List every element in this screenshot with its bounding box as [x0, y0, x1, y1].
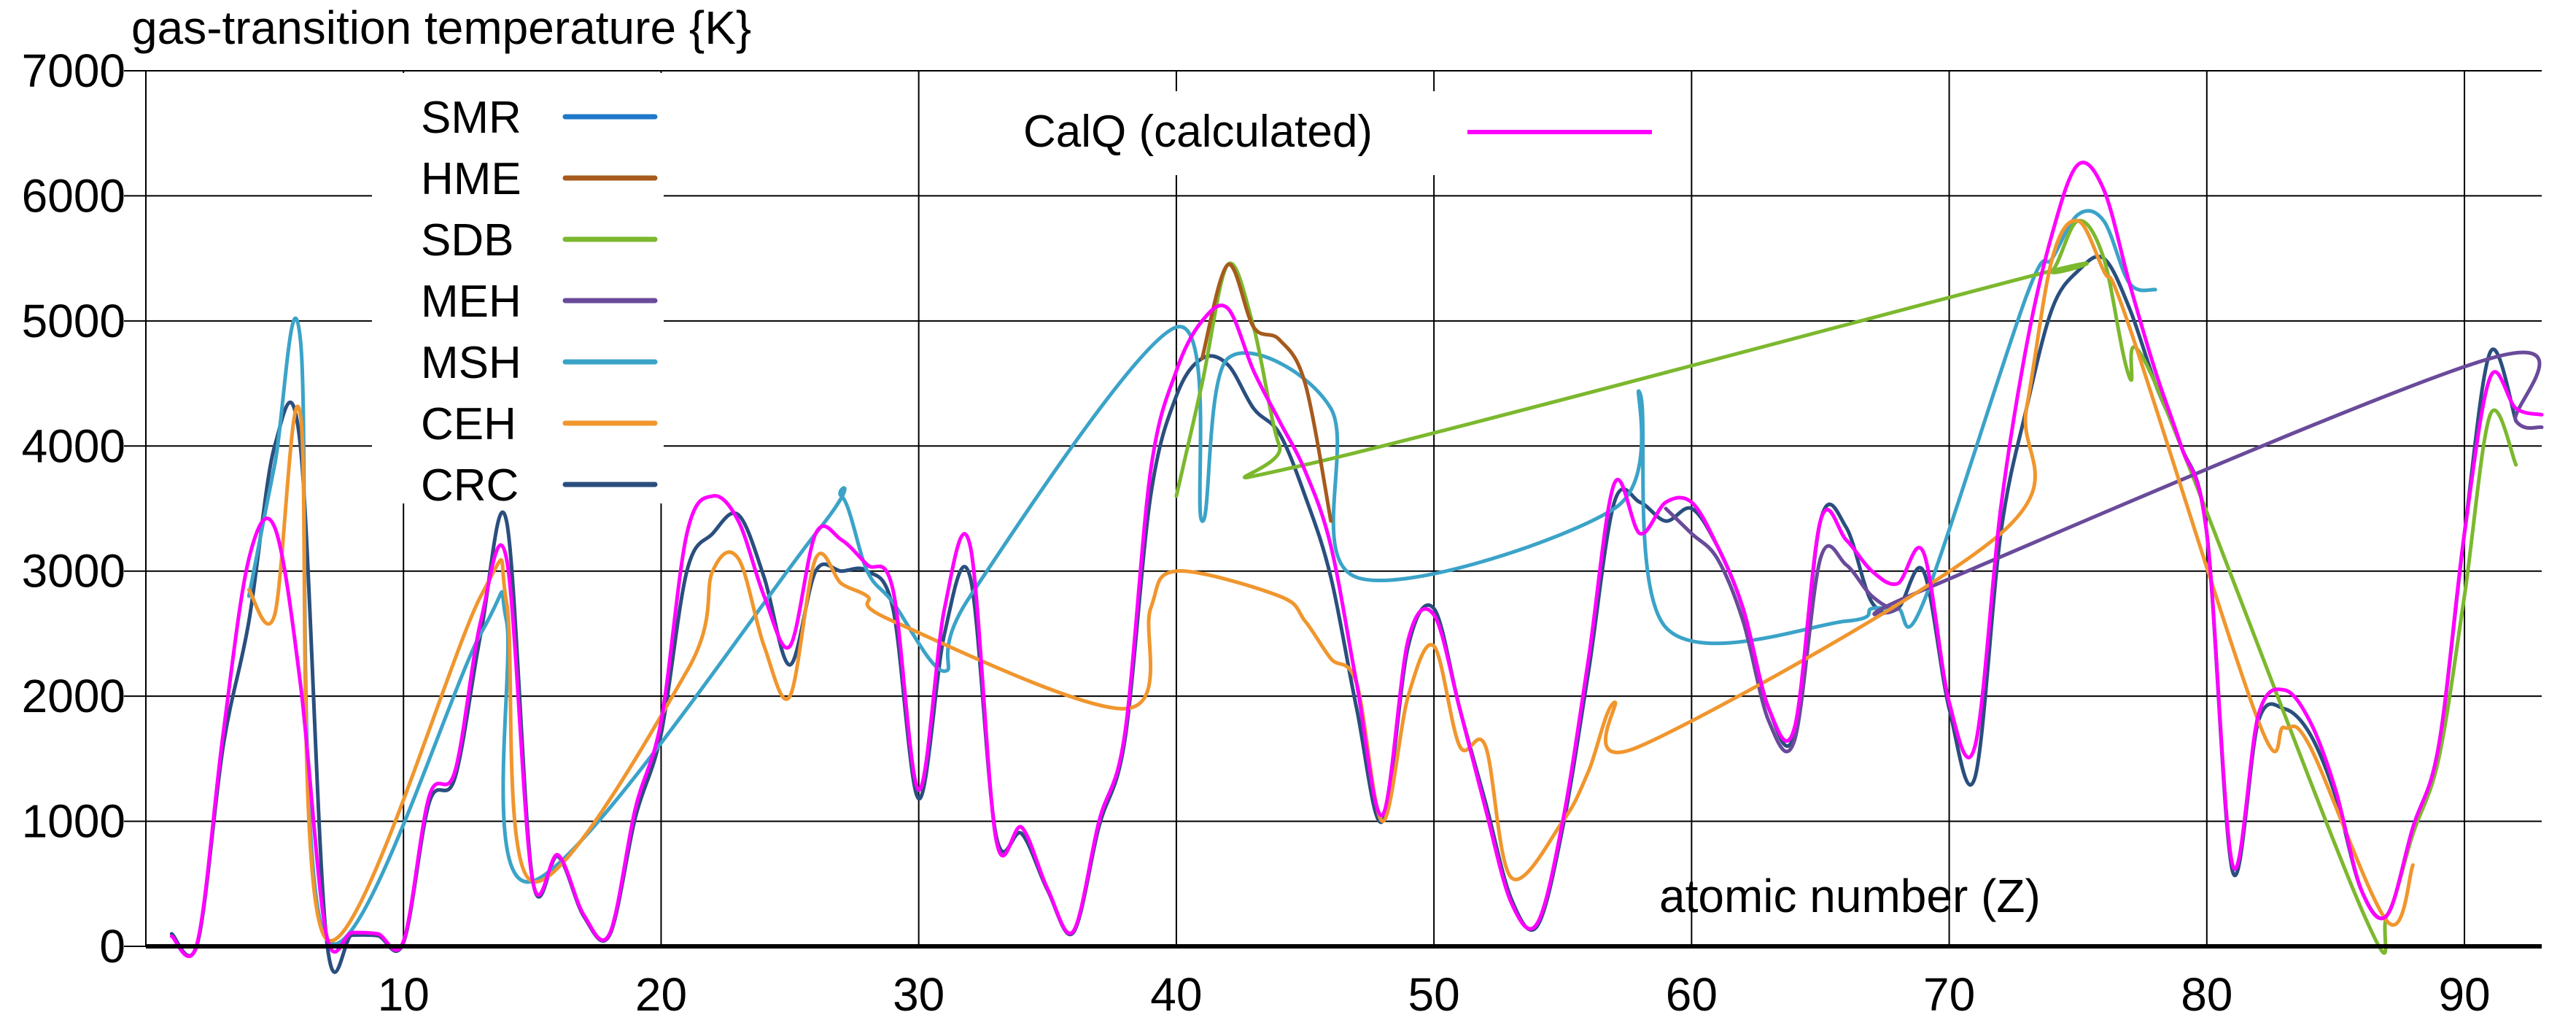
series-line-calq-calculated	[169, 161, 2544, 959]
x-tick-label: 90	[2438, 968, 2490, 1012]
series-line-meh	[1664, 350, 2544, 754]
legend-right: CalQ (calculated)	[1006, 91, 1685, 175]
y-tick-label: 0	[99, 920, 125, 973]
legend-label-ceh: CEH	[421, 399, 516, 449]
y-tick-label: 6000	[22, 169, 125, 222]
y-tick-label: 4000	[22, 420, 125, 472]
x-tick-label: 30	[893, 968, 944, 1012]
y-tick-label: 7000	[22, 45, 125, 97]
x-tick-label: 20	[635, 968, 687, 1012]
series-layer	[169, 161, 2544, 974]
axes	[145, 71, 2542, 949]
y-tick-label: 3000	[22, 545, 125, 598]
legend-label-crc: CRC	[421, 460, 519, 511]
x-tick-label: 60	[1666, 968, 1718, 1012]
x-tick-label: 80	[2181, 968, 2232, 1012]
x-tick-label: 70	[1923, 968, 1975, 1012]
legend-label-calq: CalQ (calculated)	[1023, 107, 1373, 157]
legend-label-hme: HME	[421, 154, 521, 204]
legend-label-meh: MEH	[421, 277, 521, 327]
x-tick-label: 10	[378, 968, 430, 1012]
series-line-ceh	[247, 218, 2415, 943]
x-tick-label: 50	[1408, 968, 1460, 1012]
series-line-crc	[169, 255, 2518, 974]
legend-left: SMR HME SDB MEH MSH CEH CRC	[372, 73, 664, 511]
y-tick-label: 2000	[22, 670, 125, 722]
series-line-msh	[247, 209, 2157, 946]
tick-labels: 0 1000 2000 3000 4000 5000 6000 7000 10 20 30 40 50 6…	[22, 45, 2491, 1012]
x-axis-label: atomic number (Z)	[1659, 870, 2041, 922]
legend-label-smr: SMR	[421, 93, 521, 143]
legend-left-background	[372, 73, 664, 503]
series-line-sdb	[1174, 219, 2518, 955]
x-tick-label: 40	[1150, 968, 1202, 1012]
legend-label-msh: MSH	[421, 338, 521, 388]
legend-label-sdb: SDB	[421, 215, 513, 266]
y-axis-label: gas-transition temperature {K}	[131, 1, 751, 54]
y-tick-label: 5000	[22, 295, 125, 347]
y-tick-label: 1000	[22, 795, 125, 848]
series-line-hme	[1200, 263, 1333, 523]
